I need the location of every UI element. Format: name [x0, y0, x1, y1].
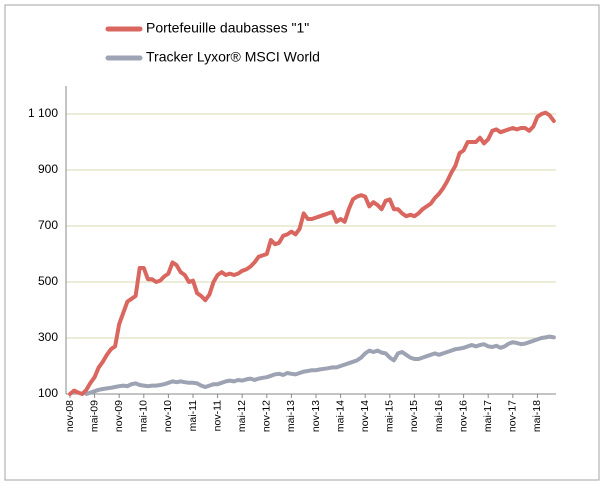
legend-label: Portefeuille daubasses "1" [146, 20, 309, 36]
x-tick-label: mai-10 [138, 400, 150, 432]
legend-label: Tracker Lyxor® MSCI World [146, 49, 320, 65]
x-tick-label: mai-15 [384, 400, 396, 432]
x-tick-label: mai-09 [88, 400, 100, 432]
x-tick-label: mai-13 [285, 400, 297, 432]
chart-border [4, 4, 600, 481]
x-tick-label: nov-10 [162, 400, 174, 432]
y-tick-label: 1 100 [28, 106, 58, 120]
x-tick-label: nov-13 [310, 400, 322, 432]
series-line [68, 110, 556, 396]
x-tick-label: nov-09 [113, 400, 125, 432]
y-tick-label: 300 [38, 330, 58, 344]
x-tick-label: mai-11 [187, 400, 199, 431]
x-tick-label: nov-08 [64, 400, 76, 432]
series-line [84, 334, 556, 396]
x-tick-label: mai-14 [334, 400, 346, 432]
x-tick-label: nov-11 [211, 400, 223, 431]
x-tick-label: nov-15 [408, 400, 420, 432]
x-tick-label: nov-16 [457, 400, 469, 432]
x-tick-label: nov-14 [359, 400, 371, 432]
x-tick-label: mai-18 [531, 400, 543, 432]
x-tick-label: mai-12 [236, 400, 248, 432]
y-tick-label: 100 [38, 386, 58, 400]
x-tick-label: nov-12 [261, 400, 273, 432]
y-tick-label: 700 [38, 218, 58, 232]
y-tick-label: 500 [38, 274, 58, 288]
y-tick-label: 900 [38, 162, 58, 176]
x-tick-label: mai-16 [433, 400, 445, 432]
x-tick-label: mai-17 [482, 400, 494, 432]
x-tick-label: nov-17 [507, 400, 519, 432]
